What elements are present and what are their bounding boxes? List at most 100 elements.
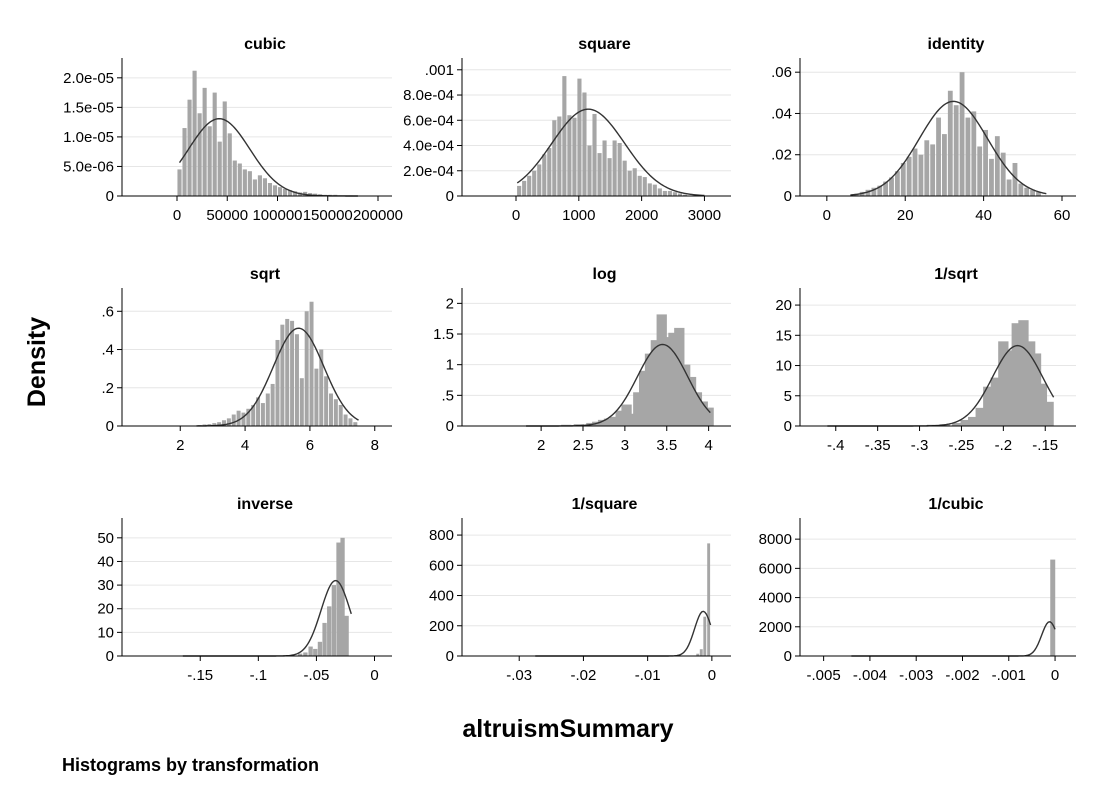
y-tick-label: .06 (771, 64, 792, 81)
histogram-bar (1000, 152, 1006, 196)
histogram-bar (182, 128, 187, 196)
histogram-bar (256, 397, 261, 426)
histogram-bar (344, 615, 349, 656)
histogram-bar (217, 422, 222, 426)
histogram-bar (277, 187, 283, 196)
histogram-bar (662, 190, 667, 196)
histogram-bar (597, 153, 602, 196)
panel-log: 0 .5 1 1.5 2 2 2.5 3 3.5 4 log (433, 266, 731, 454)
histogram-bar (968, 416, 979, 426)
histogram-bar (1036, 191, 1041, 196)
panel-title: sqrt (250, 266, 281, 283)
histogram-bar (272, 185, 278, 196)
x-tick-label: -.02 (570, 667, 596, 684)
histogram-bar (900, 162, 906, 196)
x-tick-label: -.002 (945, 667, 979, 684)
histogram-bar (930, 144, 936, 196)
y-tick-label: 0 (446, 648, 454, 665)
y-tick-label: 0 (446, 188, 454, 205)
histogram-bar (322, 622, 327, 656)
histogram-bar (313, 648, 318, 656)
y-tick-label: 0 (106, 648, 114, 665)
histogram-bar (265, 393, 270, 426)
histogram-bar (328, 393, 333, 426)
histogram-bar (597, 419, 609, 426)
histogram-bar (697, 401, 708, 426)
histogram-bar (699, 649, 703, 656)
histogram-bar (889, 177, 894, 196)
y-tick-label: 6000 (759, 560, 792, 577)
histogram-bar (348, 418, 353, 426)
normal-density-curve (535, 610, 712, 657)
y-tick-label: 10 (775, 358, 792, 375)
x-tick-label: 60 (1054, 207, 1071, 224)
histogram-bar (994, 136, 1000, 196)
normal-density-curve (850, 100, 1047, 196)
histogram-bar (319, 349, 324, 426)
histogram-bar (952, 422, 963, 426)
y-tick-label: 5.0e-06 (63, 158, 114, 175)
histogram-bar (871, 187, 877, 196)
histogram-bar (236, 410, 241, 426)
y-tick-label: 8.0e-04 (403, 87, 454, 104)
y-tick-label: .4 (101, 342, 114, 359)
x-tick-label: 2 (176, 437, 184, 454)
x-tick-label: 3.5 (656, 437, 677, 454)
histogram-bar (314, 368, 319, 426)
y-tick-label: 8000 (759, 531, 792, 548)
y-tick-label: 600 (429, 557, 454, 574)
panel-title: square (578, 36, 631, 53)
histogram-bar (983, 129, 988, 196)
y-tick-label: 1.0e-05 (63, 129, 114, 146)
y-tick-label: 20 (97, 601, 114, 618)
histogram-bar (303, 652, 308, 656)
histogram-bar (577, 78, 582, 196)
panel-title: identity (928, 36, 985, 53)
histogram-bar (262, 178, 267, 196)
histogram-bar (1043, 401, 1054, 426)
x-axis-label: altruismSummary (462, 715, 673, 743)
x-tick-label: -.15 (1032, 437, 1058, 454)
histogram-bar (1018, 183, 1024, 196)
panel-inverse: 0 10 20 30 40 50 -.15 -.1 -.05 0 inverse (97, 496, 392, 684)
histogram-bar (682, 194, 688, 196)
panel-title: inverse (237, 496, 293, 513)
histogram-bar (703, 616, 707, 656)
histogram-bar (924, 140, 930, 196)
histogram-bar (270, 383, 275, 426)
histogram-bar (965, 117, 971, 196)
panel-title: 1/sqrt (934, 266, 978, 283)
x-tick-label: 0 (370, 667, 378, 684)
y-tick-label: 30 (97, 577, 114, 594)
histogram-bar (1036, 383, 1048, 426)
histogram-bar (627, 413, 638, 426)
histogram-bar (231, 414, 236, 426)
histogram-bar (242, 169, 247, 196)
histogram-bar (877, 185, 883, 196)
histogram-bar (331, 585, 336, 656)
histogram-bar (865, 189, 871, 196)
histogram-bar (942, 134, 947, 196)
histogram-bar (517, 185, 522, 196)
histogram-bar (632, 168, 637, 196)
histogram-bar (282, 188, 288, 196)
histogram-bar (602, 140, 607, 196)
x-tick-label: -.35 (865, 437, 891, 454)
x-tick-label: 2 (537, 437, 545, 454)
y-tick-label: 2 (446, 295, 454, 312)
histogram-bar (1050, 559, 1056, 656)
y-tick-label: 800 (429, 527, 454, 544)
histogram-bar (227, 133, 232, 196)
histogram-bar (696, 653, 700, 656)
histogram-bar (251, 404, 256, 426)
x-tick-label: 200000 (353, 207, 403, 224)
histogram-bar (668, 332, 679, 426)
x-tick-label: -.005 (807, 667, 841, 684)
panel-sqrt: 0 .2 .4 .6 2 4 6 8 sqrt (101, 266, 392, 454)
histogram-bar (894, 171, 900, 196)
histogram-bar (217, 141, 222, 196)
x-tick-label: 0 (173, 207, 181, 224)
histogram-bar (237, 163, 242, 196)
panel-1-cubic: 0 2000 4000 6000 8000 -.005 -.004 -.003 -.002 -.0… (759, 496, 1076, 684)
